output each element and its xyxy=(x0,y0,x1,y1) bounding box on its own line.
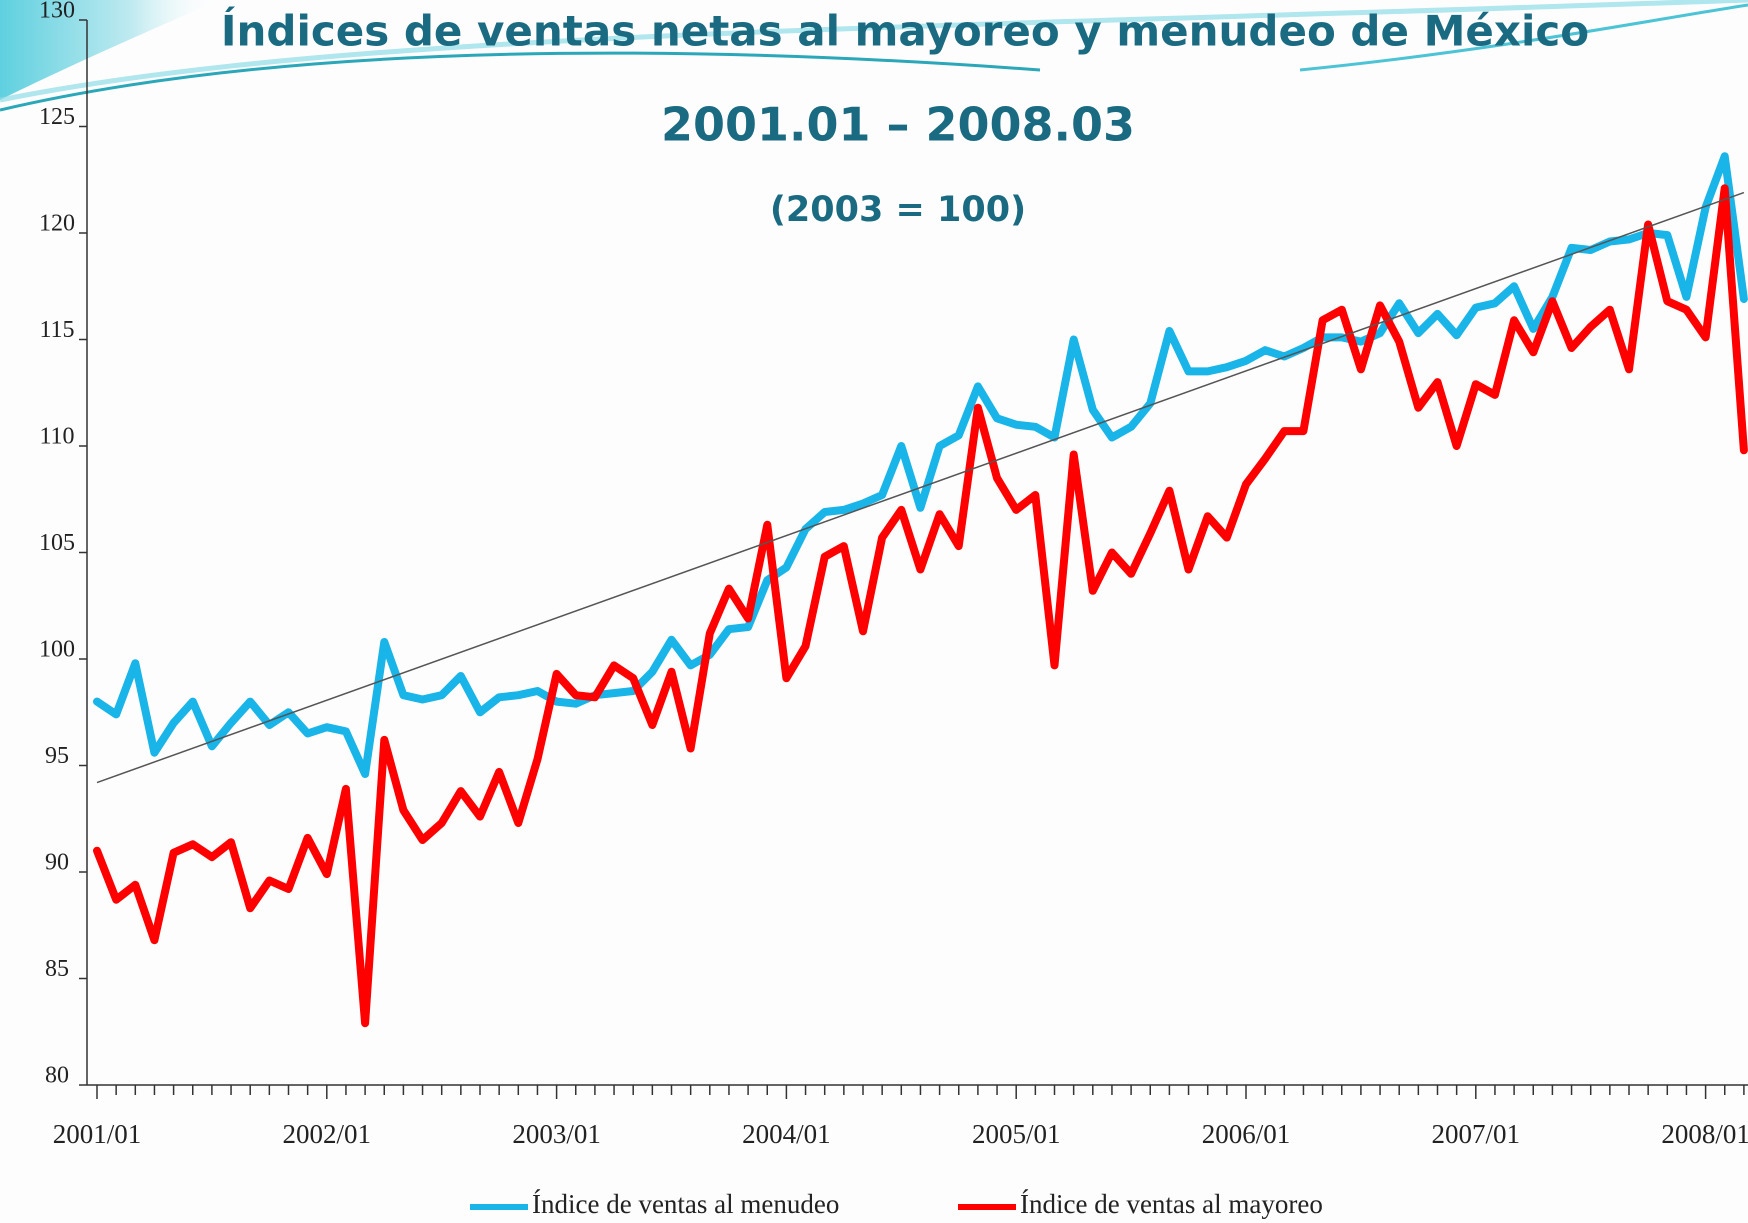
y-tick-label: 115 xyxy=(39,317,74,343)
decoration xyxy=(0,0,220,100)
y-tick-label: 125 xyxy=(39,104,75,130)
chart-note: (2003 = 100) xyxy=(770,190,1026,230)
y-tick-label: 85 xyxy=(45,956,69,982)
x-tick-label: 2002/01 xyxy=(283,1119,372,1149)
y-tick-label: 110 xyxy=(39,424,74,450)
x-tick-label: 2003/01 xyxy=(512,1119,601,1149)
chart-subtitle: 2001.01 – 2008.03 xyxy=(661,98,1135,152)
y-tick-label: 130 xyxy=(39,0,75,24)
legend-label: Índice de ventas al mayoreo xyxy=(1020,1189,1323,1219)
legend-label: Índice de ventas al menudeo xyxy=(532,1189,839,1219)
decoration xyxy=(1299,3,1748,72)
chart-title: Índices de ventas netas al mayoreo y men… xyxy=(221,6,1589,56)
x-tick-label: 2006/01 xyxy=(1202,1119,1291,1149)
y-tick-label: 80 xyxy=(45,1063,69,1089)
y-tick-label: 100 xyxy=(39,637,75,663)
y-tick-label: 90 xyxy=(45,850,69,876)
trend-line xyxy=(96,191,1745,784)
y-tick-label: 105 xyxy=(39,530,75,556)
x-tick-label: 2008/01 xyxy=(1661,1119,1748,1149)
series-line xyxy=(93,184,1748,1028)
x-tick-label: 2001/01 xyxy=(53,1119,142,1149)
x-tick-label: 2007/01 xyxy=(1432,1119,1521,1149)
x-tick-label: 2005/01 xyxy=(972,1119,1061,1149)
y-tick-label: 120 xyxy=(39,211,75,237)
x-tick-label: 2004/01 xyxy=(742,1119,831,1149)
decoration xyxy=(0,51,1041,112)
series-line xyxy=(93,152,1748,778)
y-tick-label: 95 xyxy=(45,743,69,769)
decoration xyxy=(0,0,1748,103)
